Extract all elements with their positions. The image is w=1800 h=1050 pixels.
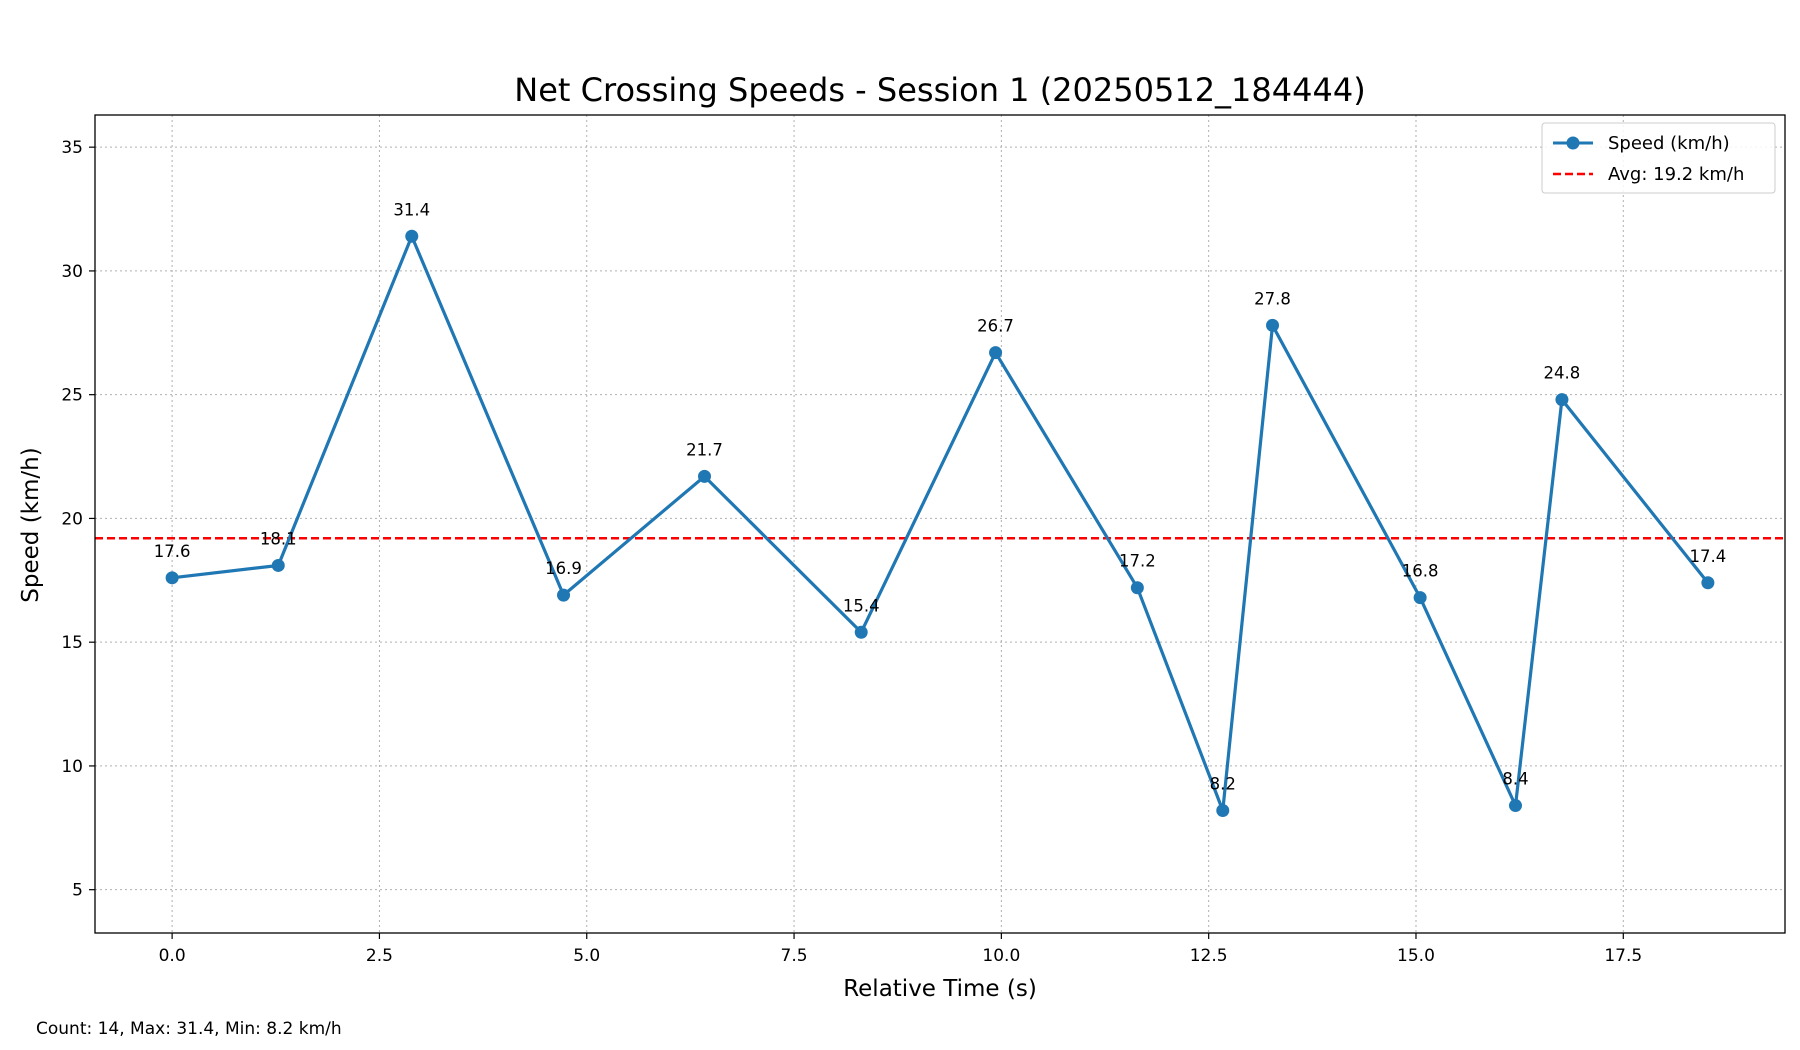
speed-point — [1216, 803, 1230, 817]
speed-point — [1508, 799, 1522, 813]
legend-speed-label: Speed (km/h) — [1608, 133, 1730, 154]
legend-speed-marker — [1566, 136, 1580, 150]
speed-data-label: 17.6 — [154, 542, 191, 561]
y-tick-label: 15 — [61, 633, 83, 653]
series-layer — [165, 229, 1715, 817]
y-axis-ticks: 5 10 15 20 25 30 35 — [61, 138, 95, 901]
speed-point — [854, 625, 868, 639]
y-axis-title: Speed (km/h) — [18, 447, 44, 602]
y-tick-label: 20 — [61, 509, 83, 529]
speed-point — [989, 346, 1003, 360]
footer-stats: Count: 14, Max: 31.4, Min: 8.2 km/h — [36, 1019, 342, 1039]
speed-data-label: 31.4 — [393, 200, 430, 219]
y-tick-label: 30 — [61, 262, 83, 282]
x-tick-label: 0.0 — [159, 946, 186, 966]
x-axis-ticks: 0.0 2.5 5.0 7.5 10.0 12.5 15.0 17.5 — [159, 933, 1642, 966]
speed-data-label: 17.4 — [1690, 547, 1727, 566]
speed-data-label: 26.7 — [977, 317, 1014, 336]
x-tick-label: 15.0 — [1397, 946, 1435, 966]
speed-point — [165, 571, 179, 585]
data-labels: 17.6 18.1 31.4 16.9 21.7 15.4 26.7 17.2 8.2 27.8 1… — [154, 200, 1727, 793]
speed-data-label: 8.4 — [1502, 770, 1528, 789]
x-axis-title: Relative Time (s) — [843, 976, 1037, 1002]
speed-data-label: 8.2 — [1210, 774, 1236, 793]
speed-point — [1555, 393, 1569, 407]
speed-point — [557, 588, 571, 602]
x-tick-label: 2.5 — [366, 946, 393, 966]
y-tick-label: 25 — [61, 386, 83, 406]
legend-box — [1541, 122, 1776, 194]
speed-point — [697, 469, 711, 483]
grid — [95, 115, 1785, 933]
speed-data-label: 16.8 — [1402, 562, 1439, 581]
plot-frame — [94, 114, 1786, 934]
x-tick-label: 17.5 — [1604, 946, 1642, 966]
x-tick-label: 12.5 — [1190, 946, 1228, 966]
speed-point — [1266, 318, 1280, 332]
speed-point — [405, 229, 419, 243]
speed-point — [1701, 576, 1715, 590]
speed-data-label: 27.8 — [1254, 289, 1291, 308]
x-tick-label: 10.0 — [982, 946, 1020, 966]
speed-point — [1413, 591, 1427, 605]
y-tick-label: 5 — [72, 881, 83, 901]
speed-line — [171, 232, 1710, 812]
y-tick-label: 10 — [61, 757, 83, 777]
speed-point — [271, 558, 285, 572]
legend: Speed (km/h) Avg: 19.2 km/h — [1541, 122, 1776, 194]
speed-data-label: 24.8 — [1544, 364, 1581, 383]
speed-point — [1130, 581, 1144, 595]
speed-data-label: 15.4 — [843, 596, 880, 615]
speed-data-label: 18.1 — [260, 529, 297, 548]
speed-data-label: 17.2 — [1119, 552, 1156, 571]
y-tick-label: 35 — [61, 138, 83, 158]
x-tick-label: 7.5 — [781, 946, 808, 966]
speed-data-label: 21.7 — [686, 440, 723, 459]
chart-title: Net Crossing Speeds - Session 1 (2025051… — [514, 71, 1365, 109]
legend-avg-label: Avg: 19.2 km/h — [1608, 164, 1744, 185]
speed-data-label: 16.9 — [545, 559, 582, 578]
x-tick-label: 5.0 — [573, 946, 600, 966]
